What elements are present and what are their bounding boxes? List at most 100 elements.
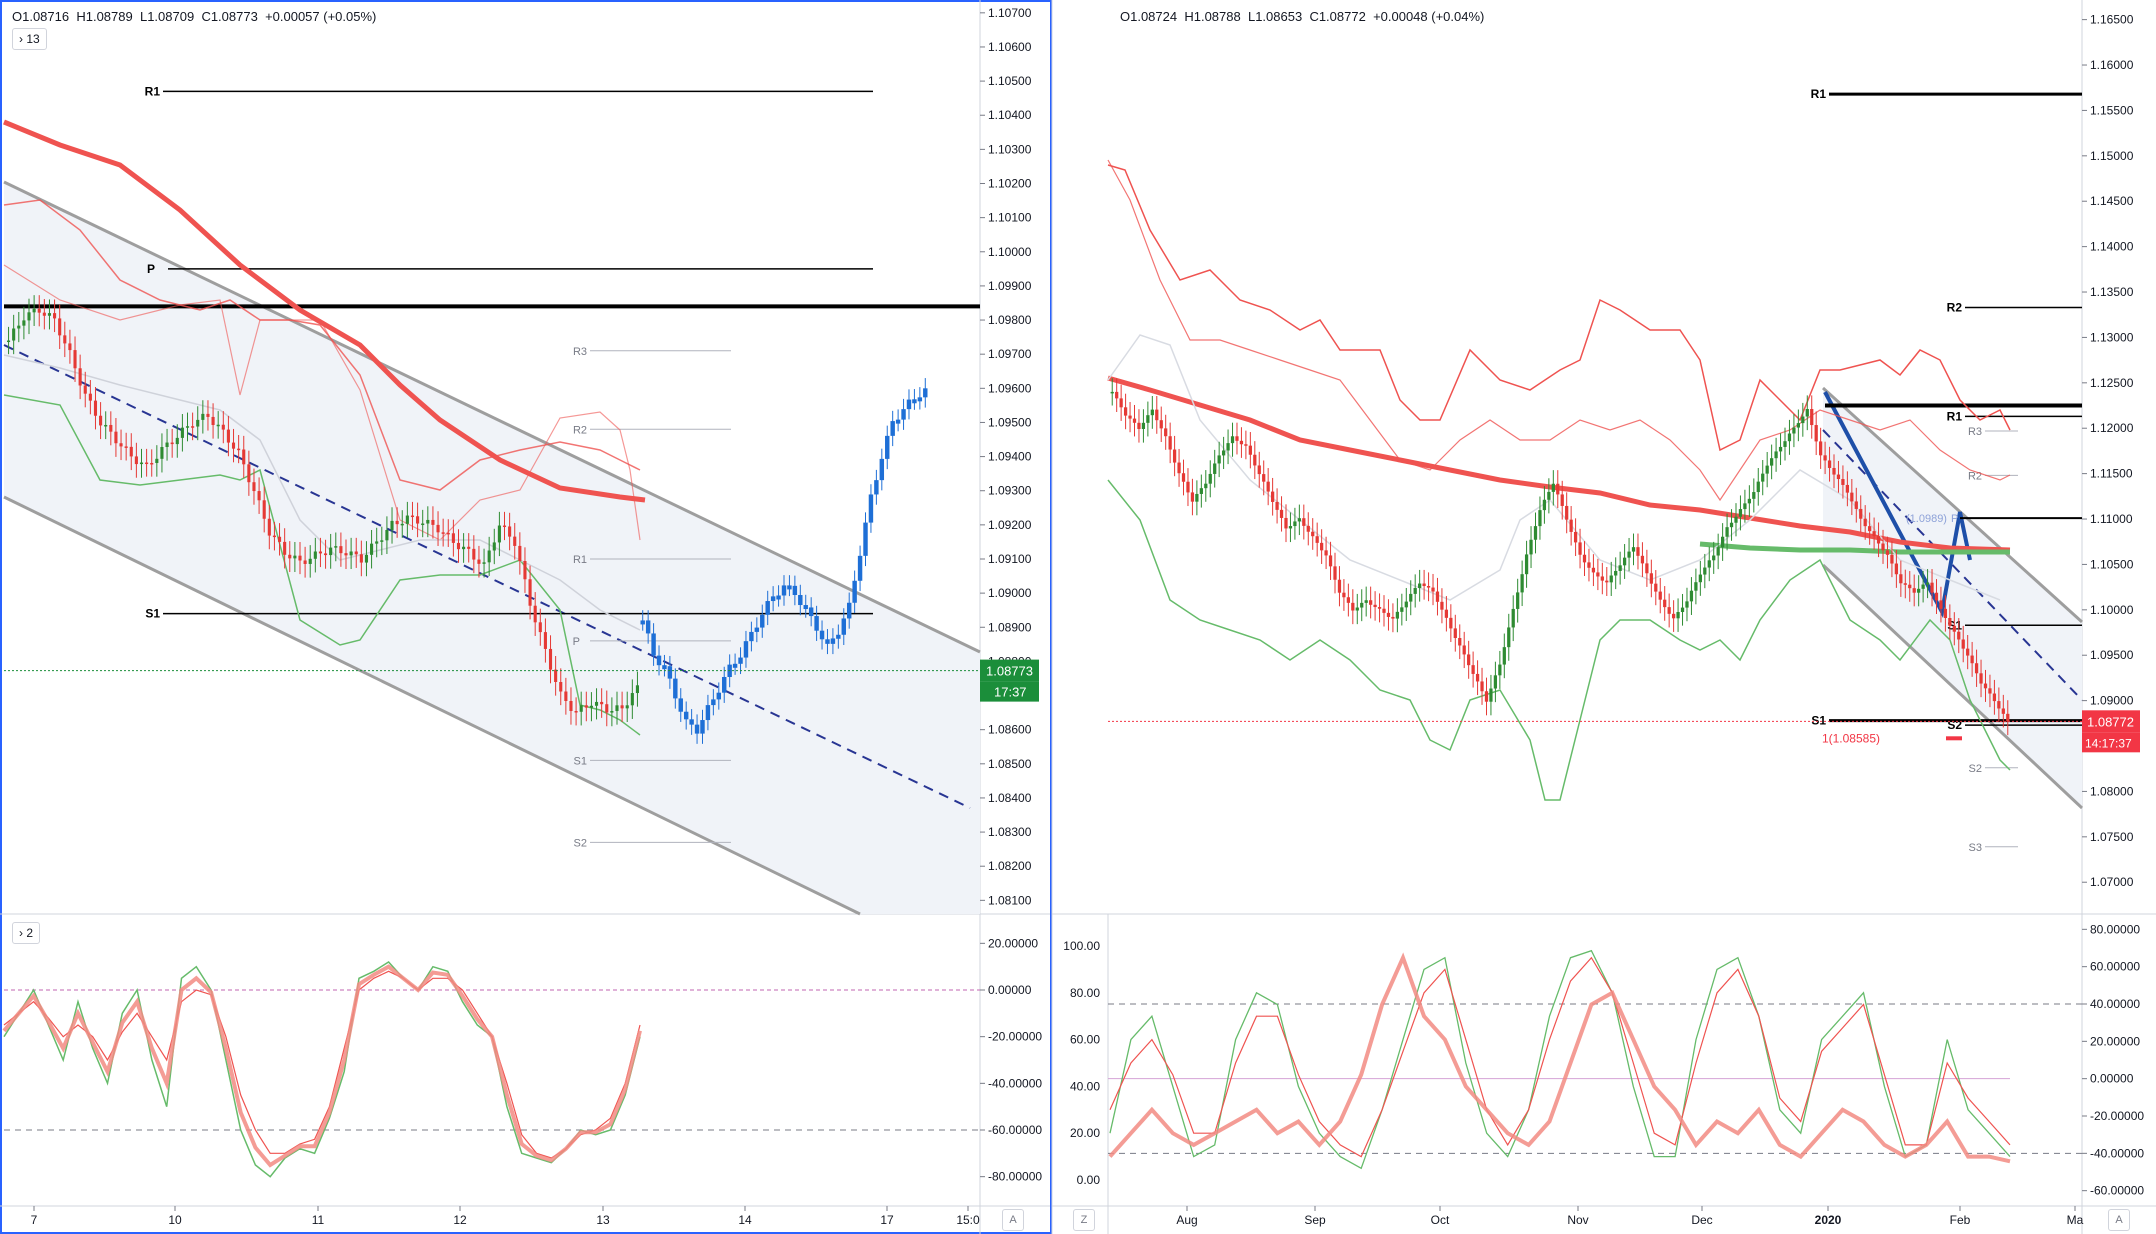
right-candle-body [1547,491,1551,500]
right-candle-body [1582,554,1587,563]
left-candle-body [426,519,430,524]
right-annotation-label: 1(1.08585) [1822,731,1880,745]
right-candle-body [1221,450,1226,456]
left-gray-ma [3,354,641,631]
left-auto-scale-button[interactable]: A [1002,1209,1024,1231]
left-indicators-toggle[interactable]: › 13 [12,28,47,50]
right-candle-body [1859,508,1863,519]
left-price-label: 1.09400 [988,450,1032,464]
right-candle-body [1609,575,1613,583]
right-candle-body [1489,688,1493,702]
right-envelope-upper-1 [1107,164,2011,452]
left-heikin-bar [765,601,770,615]
right-candle-body [1524,554,1529,575]
right-auto-scale-button[interactable]: A [2108,1209,2130,1231]
right-osc-right-label: 20.00000 [2090,1034,2140,1048]
left-candle-body [416,516,420,524]
left-candle-body [559,682,563,692]
left-candle-body [324,553,328,556]
left-heikin-bar [836,634,841,639]
right-candle-body [1538,510,1542,527]
left-channel-midline [3,344,971,809]
right-candle-body [1836,474,1841,480]
right-channel-midline [1822,429,2083,701]
left-price-label: 1.08400 [988,791,1032,805]
right-candle-body [1667,607,1671,614]
left-ohlc-legend: O1.08716 H1.08789 L1.08709 C1.08773 +0.0… [12,9,376,24]
left-candle-body [370,543,374,555]
right-candle-body [1306,525,1310,532]
right-price-label: 1.12000 [2090,421,2134,435]
left-pivot-r1-label: R1 [145,84,161,98]
right-candle-body [1622,557,1627,566]
left-price-label: 1.09000 [988,586,1032,600]
right-fib-label: (1.0989) [1906,513,1947,525]
right-candle-body [1796,423,1800,428]
left-candle-body [134,456,138,465]
left-candle-body [242,449,246,465]
left-candle-body [375,541,379,544]
right-candle-body [1132,418,1137,423]
left-candle-body [298,555,302,561]
left-heikin-bar [722,676,727,693]
left-heikin-bar [651,633,656,656]
right-candle-body [1435,591,1440,602]
right-zoom-button[interactable]: Z [1073,1209,1095,1231]
right-osc-right-label: -40.00000 [2090,1146,2144,1160]
right-candle-body [1979,673,1983,684]
right-candle-body [2001,708,2005,714]
left-candle-body [359,554,363,563]
left-candle-body [477,559,481,564]
left-candle-body [589,705,593,708]
left-heikin-bar [667,666,673,679]
right-candle-body [1827,460,1832,468]
left-candle-body [564,691,568,702]
left-heikin-bar [808,607,814,617]
right-candle-body [1413,587,1417,594]
right-candle-body [1360,602,1364,608]
left-candle-body [114,431,118,444]
right-candle-body [1903,583,1907,585]
left-osc-indicators-toggle[interactable]: › 2 [12,922,41,944]
left-candle-body [237,448,241,451]
right-osc-right-label: 60.00000 [2090,960,2140,974]
left-candle-body [124,446,128,448]
right-candle-body [1752,492,1756,499]
right-candle-body [1774,451,1778,459]
left-candle-body [584,705,588,708]
right-ma-red-thick [1107,375,2011,553]
right-candle-body [1284,517,1288,529]
right-price-label: 1.09000 [2090,694,2134,708]
left-countdown-badge [980,681,1039,702]
left-price-label: 1.08300 [988,825,1032,839]
right-candle-body [2006,713,2010,722]
left-heikin-bar [760,614,765,628]
left-price-label: 1.08500 [988,757,1032,771]
right-candle-body [1293,521,1297,527]
right-candle-body [1832,467,1836,475]
right-candle-body [1743,503,1747,510]
right-candle-body [1137,422,1141,429]
right-osc-signal-line [1108,952,2011,1164]
left-chart-pane[interactable]: R1 P S1 R3 R2 R1 P S1 S2 1.10700 1.10600 1.10500 1.1… [0,0,1052,1234]
left-osc-label: -20.00000 [988,1030,1042,1044]
right-candle-body [1600,576,1604,581]
right-candle-body [1493,675,1498,689]
left-candle-body [625,705,629,709]
left-candle-body [170,442,174,445]
right-candle-body [1177,462,1181,474]
left-candle-body [385,529,389,541]
left-price-label: 1.10300 [988,142,1032,156]
left-candle-body [313,551,317,559]
right-low-value: L1.08653 [1247,9,1303,24]
left-candle-body [574,710,578,713]
right-candle-body [1444,609,1449,618]
left-candle-body [329,547,333,556]
right-candle-body [1279,509,1284,518]
left-candle-body [308,558,312,564]
left-channel-lower-line [3,495,861,916]
left-candle-body [579,705,583,712]
left-heikin-bar [743,641,749,658]
